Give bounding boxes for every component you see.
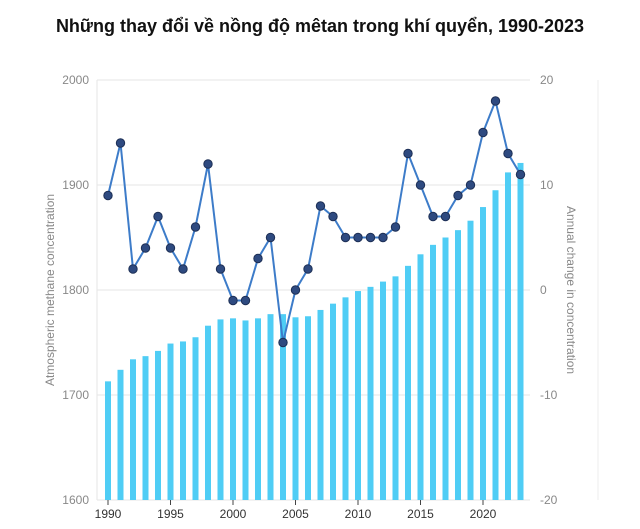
concentration-bar [455,230,461,500]
concentration-bar [292,317,299,500]
concentration-bar [417,254,424,500]
concentration-bar [117,369,124,500]
concentration-bar [142,356,149,500]
annual-change-point [115,138,126,148]
annual-change-point [265,232,276,243]
concentration-bar [217,319,224,500]
concentration-bar [230,318,236,500]
concentration-bar [442,237,449,500]
annual-change-point [153,211,163,222]
annual-change-point [453,190,463,201]
concentration-bar [505,172,511,500]
concentration-bar [167,343,174,500]
right-axis: -20 -10 0 10 20 [540,73,558,507]
concentration-bar [192,337,199,500]
annual-change-point [240,295,251,306]
annual-change-point [328,211,338,222]
annual-change-point [215,264,226,274]
concentration-bar [305,316,311,500]
annual-change-point [128,264,138,274]
annual-change-point [428,211,438,222]
annual-change-point [290,285,301,295]
annual-change-point [515,169,526,180]
annual-change-point [415,180,426,190]
left-axis-label: Atmospheric methane concentration [43,194,57,386]
concentration-bar [492,190,499,500]
concentration-bar [130,359,136,500]
concentration-bar [392,276,399,500]
x-tick-label: 1990 [95,507,122,521]
concentration-bar [380,281,386,500]
x-tick-label: 2015 [407,507,434,521]
x-tick-label: 2005 [282,507,309,521]
concentration-bar [480,207,486,501]
annual-change-point [178,264,188,274]
annual-change-point [365,232,376,243]
annual-change-point [190,222,201,232]
annual-change-point [303,264,313,274]
annual-change-point [228,295,238,306]
annual-change-line [103,96,526,348]
concentration-bar [155,350,161,500]
annual-change-point [490,96,501,106]
concentration-bar [355,291,361,500]
annual-change-point [253,253,263,264]
annual-change-point [440,211,451,222]
concentration-bar [430,244,436,500]
x-tick-label: 2000 [220,507,247,521]
annual-change-point [103,190,113,201]
concentration-bar [242,320,249,500]
annual-change-point [353,232,363,243]
left-tick-label: 1800 [62,283,89,297]
concentration-bar [405,265,411,500]
chart-title: Những thay đổi về nồng độ mêtan trong kh… [55,16,585,36]
concentration-bar [367,286,374,500]
concentration-bar [105,381,111,500]
concentration-bar [317,309,324,500]
concentration-bar [255,318,261,500]
annual-change-point [403,148,413,159]
x-axis: 1990 1995 2000 2005 2010 2015 2020 [95,500,497,521]
concentration-bar [280,314,286,500]
left-axis: 1600 1700 1800 1900 2000 [62,73,89,507]
concentration-bar [467,220,474,500]
right-tick-label: -10 [540,388,558,402]
annual-change-point [503,148,513,159]
annual-change-point [278,337,288,348]
x-tick-label: 1995 [157,507,184,521]
left-tick-label: 1700 [62,388,89,402]
concentration-bar [330,303,336,500]
concentration-bar [267,314,274,500]
annual-change-point [478,127,488,138]
annual-change-point [340,232,351,243]
x-tick-label: 2010 [345,507,372,521]
left-tick-label: 1900 [62,178,89,192]
concentration-bar [517,162,524,500]
annual-change-point [165,243,176,253]
annual-change-point [390,222,401,232]
left-tick-label: 1600 [62,493,89,507]
right-tick-label: -20 [540,493,558,507]
annual-change-polyline [107,100,522,344]
annual-change-point [378,232,388,243]
right-tick-label: 10 [540,178,554,192]
concentration-bars [105,162,524,501]
concentration-bar [205,325,211,500]
annual-change-point [140,243,151,253]
concentration-bar [180,341,186,500]
right-axis-label: Annual change in concentration [564,206,578,374]
right-tick-label: 20 [540,73,554,87]
x-tick-label: 2020 [470,507,497,521]
right-tick-label: 0 [540,283,547,297]
annual-change-point [203,159,213,169]
left-tick-label: 2000 [62,73,89,87]
concentration-bar [342,297,349,500]
annual-change-point [465,180,476,190]
annual-change-point [315,201,326,211]
